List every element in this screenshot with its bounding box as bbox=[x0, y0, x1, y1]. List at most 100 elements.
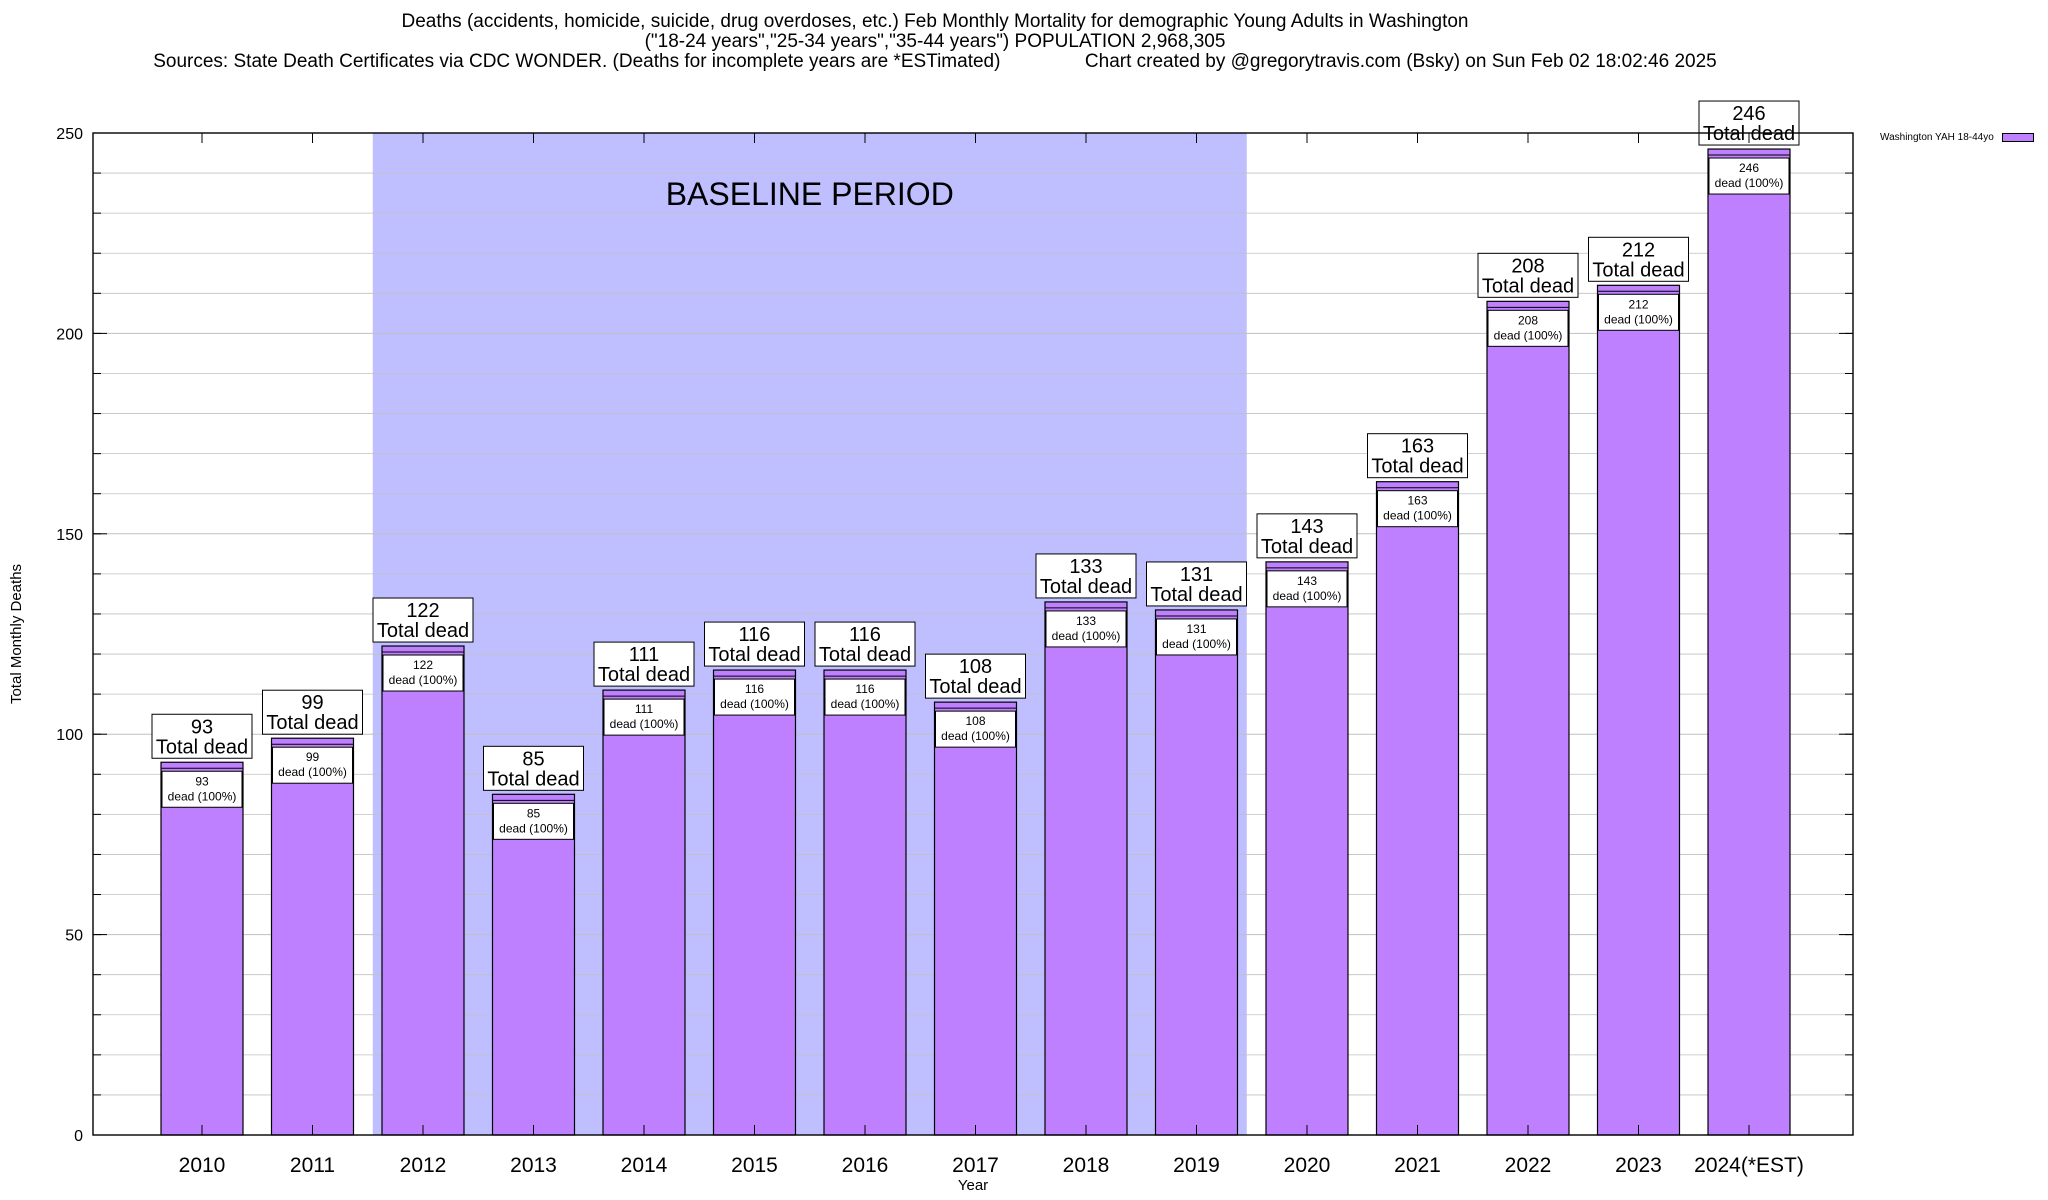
bar-top-caption: Total dead bbox=[1482, 275, 1574, 297]
bar-top-value: 85 bbox=[522, 748, 544, 770]
bar-inner-label-box bbox=[382, 654, 464, 692]
y-tick-label: 100 bbox=[56, 727, 83, 744]
bar-inner-percent: dead (100%) bbox=[1273, 589, 1342, 603]
bar-inner-percent: dead (100%) bbox=[1604, 312, 1673, 326]
bar bbox=[712, 669, 797, 1136]
y-tick-label: 250 bbox=[56, 126, 83, 143]
y-axis-title: Total Monthly Deaths bbox=[8, 564, 25, 704]
x-tick-label: 2013 bbox=[510, 1154, 557, 1177]
bar-top-value: 116 bbox=[739, 624, 771, 646]
bar-inner-value: 143 bbox=[1297, 574, 1317, 588]
bar-top-value: 208 bbox=[1511, 255, 1544, 277]
bar-inner-value: 108 bbox=[965, 714, 985, 728]
bar-inner-percent: dead (100%) bbox=[499, 821, 568, 835]
bar-inner-label-box bbox=[1377, 490, 1458, 528]
bar-top-caption: Total dead bbox=[377, 620, 469, 642]
bar-top-caption: Total dead bbox=[1592, 259, 1684, 281]
bar-inner-value: 93 bbox=[195, 774, 209, 788]
bar-inner-label-box bbox=[1598, 293, 1679, 331]
x-tick-label: 2015 bbox=[731, 1154, 778, 1177]
y-tick-label: 50 bbox=[65, 928, 83, 945]
chart-title-line3: Sources: State Death Certificates via CD… bbox=[0, 52, 1870, 72]
bar-inner-value: 246 bbox=[1739, 161, 1759, 175]
bar-inner-percent: dead (100%) bbox=[831, 697, 900, 711]
bar-top-caption: Total dead bbox=[598, 664, 690, 686]
bar bbox=[1154, 609, 1239, 1136]
x-tick-label: 2014 bbox=[621, 1154, 668, 1177]
x-tick-label: 2023 bbox=[1615, 1154, 1662, 1177]
bar-top-label-box bbox=[1477, 252, 1579, 298]
bar bbox=[491, 793, 576, 1136]
bar-inner-value: 208 bbox=[1518, 313, 1538, 327]
bar-inner-label-box bbox=[1487, 309, 1569, 347]
bar-inner-percent: dead (100%) bbox=[1383, 509, 1452, 523]
bar-top-value: 163 bbox=[1401, 436, 1434, 458]
plot-frame bbox=[92, 132, 1854, 1136]
bar bbox=[933, 701, 1018, 1136]
bar-top-value: 108 bbox=[959, 656, 992, 678]
x-tick-label: 2010 bbox=[179, 1154, 226, 1177]
bar-inner-value: 163 bbox=[1407, 494, 1427, 508]
bar-top-label-box bbox=[1367, 433, 1468, 479]
bar-inner-percent: dead (100%) bbox=[1494, 328, 1563, 342]
legend-swatch bbox=[2001, 133, 2034, 142]
bar-top-label-box bbox=[593, 641, 695, 687]
bar-inner-label-box bbox=[1266, 570, 1348, 608]
chart-title-line2: ("18-24 years","25-34 years","35-44 year… bbox=[644, 31, 1226, 52]
bar-top-value: 111 bbox=[629, 644, 659, 666]
bar-inner-label-box bbox=[603, 698, 685, 736]
bar-top-label-box bbox=[1146, 561, 1247, 607]
y-tick-label: 150 bbox=[56, 527, 83, 544]
x-tick-label: 2018 bbox=[1063, 1154, 1110, 1177]
bar-inner-value: 133 bbox=[1076, 614, 1096, 628]
x-tick-label: 2012 bbox=[400, 1154, 447, 1177]
bar-top-value: 133 bbox=[1069, 556, 1102, 578]
bar bbox=[602, 689, 686, 1136]
bar-inner-value: 85 bbox=[527, 806, 541, 820]
chart-source-note: Sources: State Death Certificates via CD… bbox=[153, 51, 1001, 72]
x-axis-title: Year bbox=[958, 1177, 988, 1194]
bar-inner-percent: dead (100%) bbox=[610, 717, 679, 731]
bar-inner-percent: dead (100%) bbox=[1715, 176, 1784, 190]
bar-top-label-box bbox=[1035, 553, 1137, 599]
bar-top-value: 116 bbox=[849, 624, 881, 646]
bar-top-label-box bbox=[151, 713, 253, 759]
bar-inner-value: 212 bbox=[1628, 297, 1648, 311]
bar-inner-label-box bbox=[935, 710, 1016, 748]
bar-inner-value: 131 bbox=[1186, 622, 1206, 636]
bar-top-label-box bbox=[704, 621, 805, 667]
bar bbox=[1596, 284, 1681, 1136]
bar-top-label-box bbox=[372, 597, 474, 643]
bar-top-value: 122 bbox=[406, 600, 439, 622]
bar-top-label-box bbox=[1588, 236, 1689, 282]
bar bbox=[1375, 481, 1460, 1136]
bar-inner-percent: dead (100%) bbox=[720, 697, 789, 711]
bar-inner-percent: dead (100%) bbox=[278, 765, 347, 779]
bar-top-caption: Total dead bbox=[929, 676, 1021, 698]
x-tick-label: 2016 bbox=[842, 1154, 889, 1177]
bar-inner-percent: dead (100%) bbox=[168, 789, 237, 803]
bar bbox=[1265, 561, 1349, 1136]
bar-top-caption: Total dead bbox=[708, 644, 800, 666]
bar-inner-label-box bbox=[161, 770, 243, 808]
bar bbox=[823, 669, 907, 1136]
bar-top-label-box bbox=[262, 689, 363, 735]
bar bbox=[160, 761, 244, 1136]
bar bbox=[1486, 300, 1570, 1136]
bar bbox=[381, 645, 465, 1136]
chart-credit: Chart created by @gregorytravis.com (Bsk… bbox=[1084, 51, 1717, 72]
bar-top-caption: Total dead bbox=[266, 712, 358, 734]
bar-top-caption: Total dead bbox=[1261, 536, 1353, 558]
bar-inner-value: 122 bbox=[413, 658, 433, 672]
bar-inner-label-box bbox=[1045, 610, 1127, 648]
bar-top-value: 143 bbox=[1290, 516, 1323, 538]
bar bbox=[1044, 601, 1128, 1136]
bar-top-label-box bbox=[925, 653, 1026, 699]
x-tick-label: 2011 bbox=[290, 1154, 335, 1177]
bar-top-value: 93 bbox=[191, 716, 213, 738]
bar-top-caption: Total dead bbox=[1371, 456, 1463, 478]
bar-top-label-box bbox=[483, 745, 584, 791]
x-tick-label: 2017 bbox=[952, 1154, 999, 1177]
x-tick-label: 2021 bbox=[1394, 1154, 1441, 1177]
